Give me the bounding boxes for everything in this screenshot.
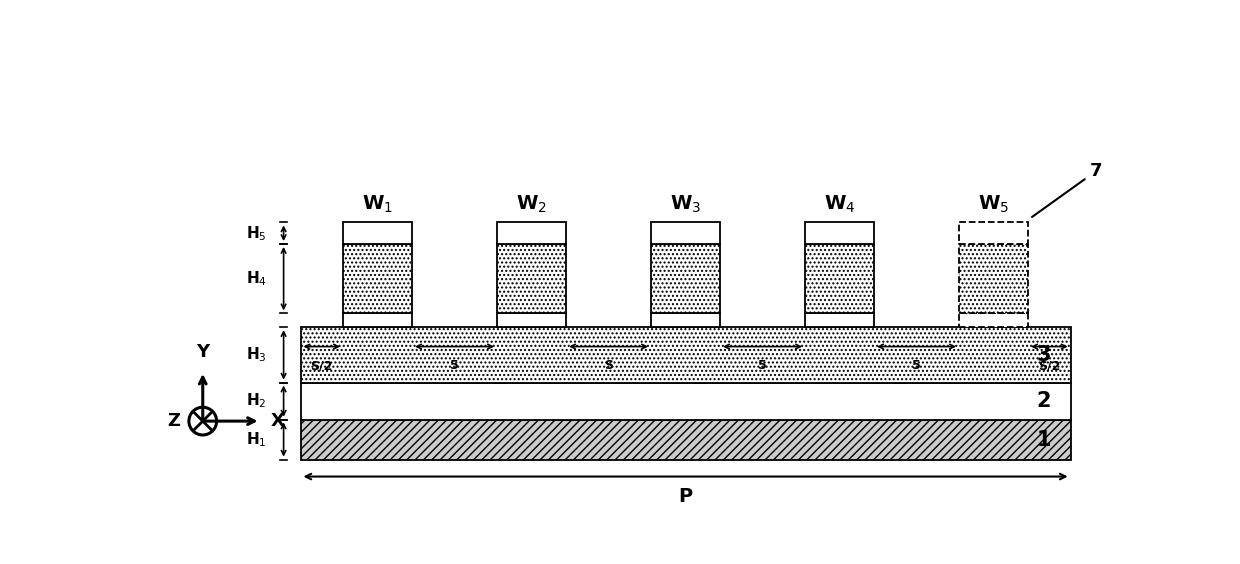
Bar	[497, 222, 567, 244]
Bar	[343, 222, 412, 244]
Text: W$_3$: W$_3$	[670, 193, 701, 215]
Text: H$_5$: H$_5$	[246, 224, 267, 243]
Text: H$_3$: H$_3$	[246, 346, 267, 364]
Text: X: X	[270, 412, 284, 430]
Bar	[959, 314, 1028, 327]
Bar	[300, 382, 1070, 420]
Bar	[651, 222, 720, 244]
Bar	[651, 244, 720, 314]
Bar	[497, 244, 567, 314]
Text: P: P	[678, 487, 693, 506]
Text: W$_5$: W$_5$	[978, 193, 1009, 215]
Text: H$_1$: H$_1$	[246, 430, 267, 449]
Bar	[300, 327, 1070, 382]
Bar	[805, 244, 874, 314]
Text: 1: 1	[1037, 430, 1050, 450]
Bar	[343, 244, 412, 314]
Text: S/2: S/2	[1038, 359, 1060, 372]
Text: H$_2$: H$_2$	[246, 392, 267, 411]
Bar	[959, 244, 1028, 314]
Text: H$_4$: H$_4$	[246, 269, 267, 288]
Text: S: S	[604, 359, 613, 372]
Bar	[343, 314, 412, 327]
Text: 5: 5	[913, 359, 921, 372]
Text: S/2: S/2	[310, 359, 332, 372]
Text: Z: Z	[167, 412, 180, 430]
Text: 7: 7	[1032, 162, 1102, 217]
Text: W$_2$: W$_2$	[516, 193, 547, 215]
Bar	[805, 222, 874, 244]
Text: W$_4$: W$_4$	[823, 193, 856, 215]
Bar	[300, 420, 1070, 460]
Bar	[497, 314, 567, 327]
Bar	[651, 314, 720, 327]
Text: 3: 3	[1037, 345, 1050, 365]
Bar	[805, 314, 874, 327]
Bar	[959, 222, 1028, 244]
Text: W$_1$: W$_1$	[362, 193, 393, 215]
Text: Y: Y	[196, 343, 210, 361]
Text: 2: 2	[1037, 391, 1050, 411]
Text: 5: 5	[450, 359, 459, 372]
Text: 5: 5	[758, 359, 766, 372]
